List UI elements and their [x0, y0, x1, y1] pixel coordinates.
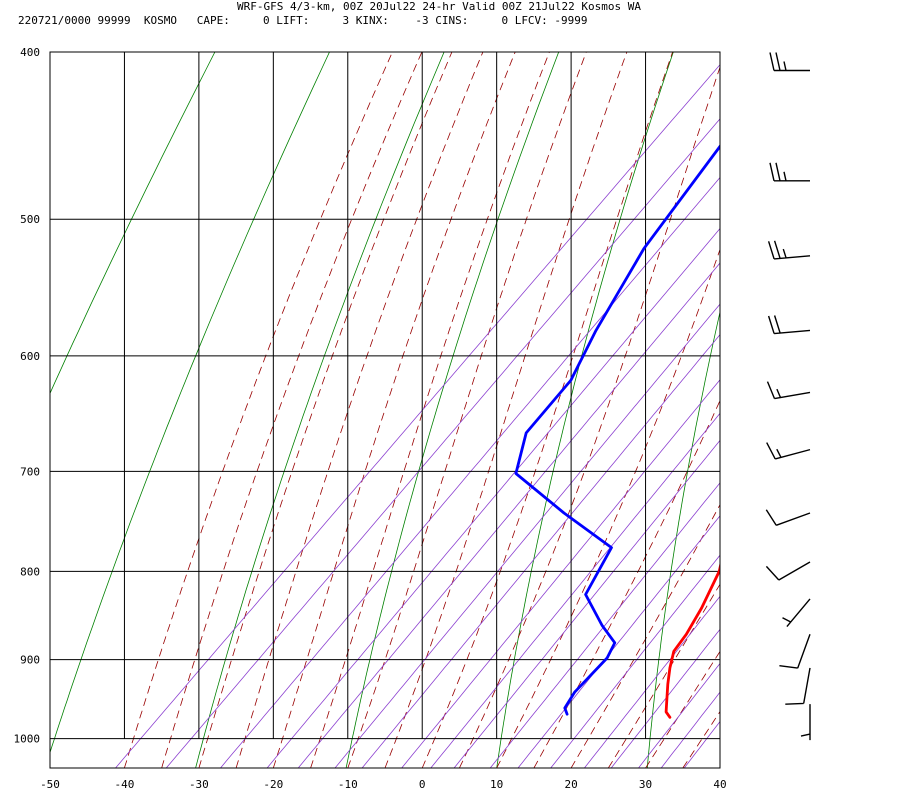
wind-barb	[782, 598, 811, 628]
y-tick-label: 400	[20, 46, 40, 59]
x-tick-label: -40	[115, 778, 135, 791]
wind-barb	[769, 52, 811, 72]
wind-barb	[765, 561, 811, 581]
wind-barb	[766, 442, 811, 460]
wind-barb	[767, 240, 811, 260]
moist-adiabat	[607, 583, 720, 768]
moist-adiabat	[198, 52, 453, 768]
dry-adiabat	[798, 52, 900, 768]
chart-title: WRF-GFS 4/3-km, 00Z 20Jul22 24-hr Valid …	[237, 0, 641, 13]
mixing-ratio-line	[220, 176, 720, 768]
mixing-ratio-line	[584, 595, 720, 768]
dry-adiabat	[496, 52, 674, 768]
wind-barb	[779, 634, 811, 669]
x-axis-ticks: -50 -40 -30 -20 -10 0 10 20 30 40	[40, 778, 727, 791]
moist-adiabat	[459, 65, 720, 768]
moist-adiabat	[347, 52, 587, 768]
background-lines	[50, 52, 900, 768]
y-tick-label: 500	[20, 213, 40, 226]
y-tick-label: 600	[20, 350, 40, 363]
y-axis-ticks: 400 500 600 700 800 900 1000	[14, 46, 41, 746]
wind-barbs	[765, 52, 811, 741]
dry-adiabat	[50, 52, 216, 395]
moist-adiabat	[384, 52, 628, 768]
x-tick-label: -30	[189, 778, 209, 791]
moist-adiabat	[272, 52, 516, 768]
moist-adiabat	[421, 52, 673, 768]
mixing-ratio-line	[361, 333, 720, 768]
moist-adiabat	[719, 767, 720, 768]
mixing-ratio-line	[401, 379, 720, 768]
dry-adiabat	[50, 52, 330, 754]
moist-adiabat	[570, 503, 720, 768]
mixing-ratio-line	[115, 64, 720, 768]
y-tick-label: 700	[20, 465, 40, 478]
mixing-ratio-line	[610, 628, 720, 768]
dewpoint-profile-line	[514, 144, 720, 716]
plot-frame	[49, 51, 721, 769]
isotherm-grid	[50, 51, 720, 740]
mixing-ratio-line	[683, 720, 720, 768]
dry-adiabat	[345, 52, 560, 768]
wind-barb	[767, 315, 811, 335]
mixing-ratio-line	[165, 118, 720, 768]
mixing-ratio-line	[430, 412, 720, 768]
mixing-ratio-line	[638, 662, 720, 768]
moist-adiabat	[235, 52, 484, 768]
wind-barb	[785, 667, 811, 705]
x-tick-label: -10	[338, 778, 358, 791]
x-tick-label: -20	[263, 778, 283, 791]
chart-subtitle: 220721/0000 99999 KOSMO CAPE: 0 LIFT: 3 …	[18, 14, 588, 27]
moist-adiabat	[496, 248, 720, 768]
x-tick-label: 10	[490, 778, 503, 791]
mixing-ratio-line	[489, 482, 720, 768]
profile-lines	[514, 144, 720, 719]
mixing-ratio-line	[453, 439, 720, 768]
mixing-ratio-line	[517, 515, 720, 768]
x-tick-label: 20	[564, 778, 577, 791]
y-tick-label: 800	[20, 565, 40, 578]
mixing-ratio-line	[297, 262, 720, 768]
x-tick-label: 0	[419, 778, 426, 791]
y-tick-label: 900	[20, 654, 40, 667]
mixing-ratio-line	[550, 554, 720, 768]
wind-barb	[766, 381, 811, 400]
dry-adiabat	[195, 52, 445, 768]
moist-adiabat	[682, 710, 720, 768]
mixing-ratio-line	[334, 303, 720, 768]
y-tick-label: 1000	[14, 733, 41, 746]
x-tick-label: 30	[639, 778, 652, 791]
wind-barb	[769, 162, 811, 182]
x-tick-label: -50	[40, 778, 60, 791]
temperature-profile-line	[664, 561, 720, 719]
moist-adiabat	[161, 52, 423, 768]
mixing-ratio-line	[660, 691, 720, 768]
moist-adiabat	[310, 52, 550, 768]
moist-adiabat	[645, 650, 720, 768]
wind-barb	[800, 704, 811, 741]
dry-adiabat	[646, 310, 720, 768]
moist-adiabat	[124, 52, 393, 768]
x-tick-label: 40	[713, 778, 726, 791]
wind-barb	[765, 509, 811, 526]
